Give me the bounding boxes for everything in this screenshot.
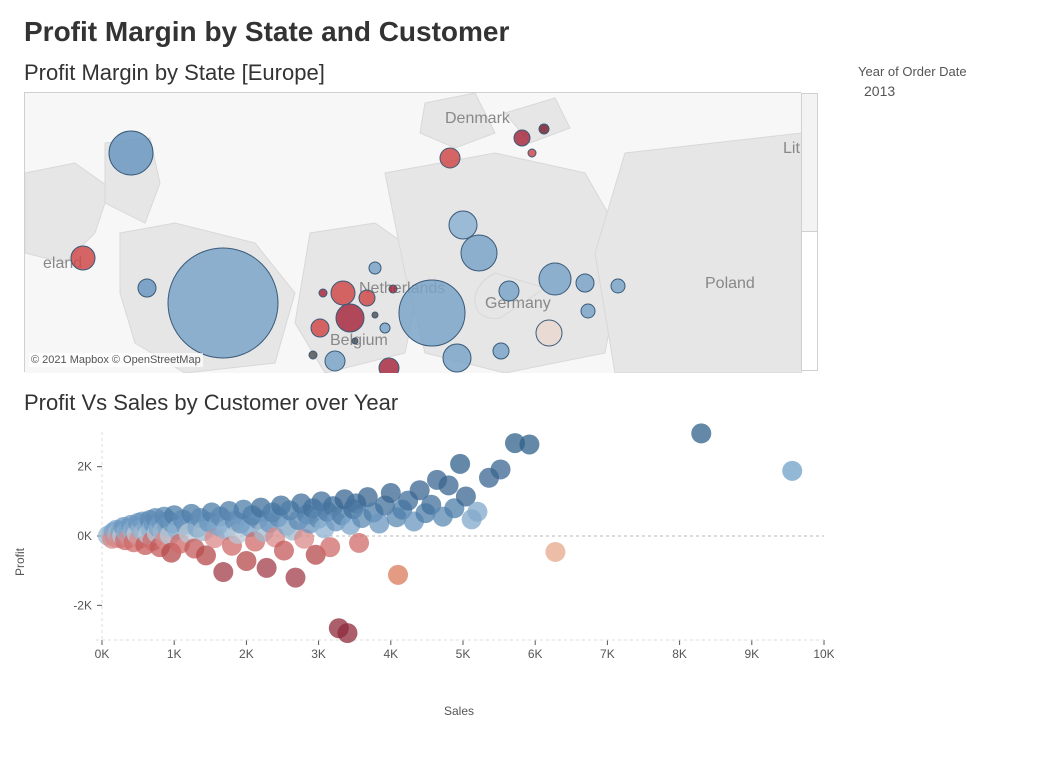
side-column: Year of Order Date 2013 [858, 60, 1037, 718]
map-title: Profit Margin by State [Europe] [24, 60, 834, 86]
map-svg: DenmarkLit...NetherlandsGermanyBelgiumel… [25, 93, 802, 373]
svg-text:Belgium: Belgium [330, 332, 388, 349]
svg-text:Germany: Germany [485, 295, 551, 312]
svg-text:4K: 4K [383, 647, 398, 661]
scatter-ylabel: Profit [13, 548, 27, 576]
scatter-svg: 0K 1K 2K 3K 4K 5K 6K 7K 8K 9K 10K -2K 0K 2K [24, 422, 834, 682]
svg-text:9K: 9K [744, 647, 759, 661]
svg-text:0K: 0K [95, 647, 110, 661]
svg-text:7K: 7K [600, 647, 615, 661]
map-attribution: © 2021 Mapbox © OpenStreetMap [29, 353, 203, 367]
svg-text:Denmark: Denmark [445, 110, 511, 127]
svg-text:8K: 8K [672, 647, 687, 661]
scatter-section: Profit Vs Sales by Customer over Year Pr… [24, 390, 834, 718]
map-scrollbar[interactable] [801, 93, 818, 371]
svg-text:2K: 2K [239, 647, 254, 661]
svg-text:5K: 5K [456, 647, 471, 661]
scatter-chart[interactable]: Profit 0K1K2K3K4K5K6K7K8K9K10K-2K0K2K [24, 422, 834, 702]
dashboard-title: Profit Margin by State and Customer [24, 16, 1037, 48]
main-column: Profit Margin by State [Europe] Denmark L… [24, 60, 834, 718]
svg-text:2K: 2K [77, 460, 92, 474]
svg-text:-2K: -2K [73, 598, 92, 612]
svg-text:6K: 6K [528, 647, 543, 661]
scatter-title: Profit Vs Sales by Customer over Year [24, 390, 834, 416]
svg-text:1K: 1K [167, 647, 182, 661]
map-chart[interactable]: DenmarkLit...NetherlandsGermanyBelgiumel… [24, 92, 801, 372]
svg-text:Lit...: Lit... [783, 140, 802, 157]
filter-label: Year of Order Date [858, 64, 1037, 79]
filter-value[interactable]: 2013 [858, 83, 1037, 99]
svg-text:Poland: Poland [705, 275, 755, 292]
svg-text:3K: 3K [311, 647, 326, 661]
scatter-xlabel: Sales [24, 704, 834, 718]
svg-text:0K: 0K [77, 529, 92, 543]
dashboard-body: Profit Margin by State [Europe] Denmark L… [24, 60, 1037, 718]
svg-text:10K: 10K [813, 647, 834, 661]
map-scrollbar-thumb[interactable] [802, 94, 817, 232]
